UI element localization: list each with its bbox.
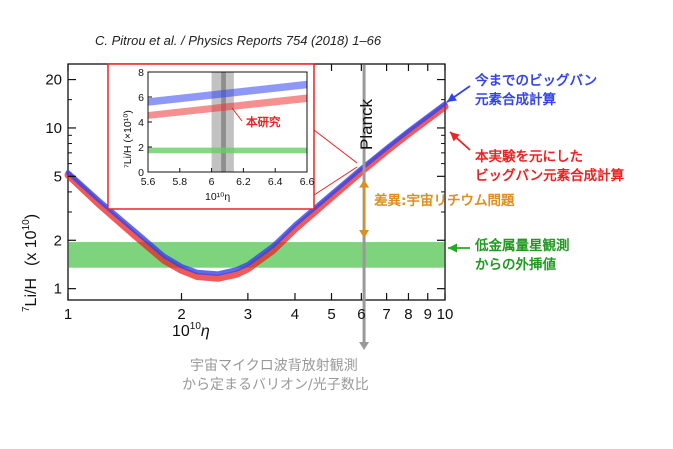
legend-previous-bbn-line: 元素合成計算	[475, 91, 556, 108]
blue-arrow-head	[447, 93, 457, 102]
legend-observation-line: からの外挿値	[475, 256, 556, 273]
inset-x-tick-label: 6	[209, 176, 215, 188]
x-tick-label: 4	[291, 306, 299, 323]
y-tick-label: 1	[54, 281, 62, 298]
discrepancy-label: 差異:宇宙リチウム問題	[374, 192, 515, 209]
planck-caption: 宇宙マイクロ波背放射観測から定まるバリオン/光子数比	[182, 357, 369, 393]
planck-arrowhead	[359, 342, 370, 350]
x-tick-label: 9	[424, 306, 432, 323]
inset-y-tick-label: 4	[138, 117, 144, 129]
series-red-line	[64, 103, 449, 282]
legend-previous-bbn-line: 今までのビッグバン	[475, 72, 597, 89]
planck-caption-line: から定まるバリオン/光子数比	[182, 377, 369, 393]
planck-label: Planck	[357, 98, 376, 150]
curves	[64, 101, 449, 282]
inset-blue-band	[148, 80, 307, 106]
inset-this-work-label: 本研究	[246, 115, 281, 129]
inset-y-tick-label: 2	[138, 142, 144, 154]
discrepancy-arrow-up	[359, 179, 370, 188]
inset-y-tick-label: 6	[138, 92, 144, 104]
y-tick-label: 20	[45, 72, 62, 89]
legend-observation-line: 低金属量星観測	[474, 237, 570, 254]
x-tick-label: 6	[357, 306, 365, 323]
inset-y-tick-label: 8	[138, 67, 144, 79]
discrepancy-arrow-down	[359, 230, 370, 239]
x-tick-label: 3	[244, 306, 252, 323]
inset-x-tick-label: 5.6	[141, 176, 156, 188]
inset-x-tick-label: 6.2	[236, 176, 251, 188]
inset-y-tick-label: 0	[138, 167, 144, 179]
legend-this-work-bbn: 本実験を元にしたビッグバン元素合成計算	[475, 148, 625, 184]
inset-observation-band	[148, 147, 307, 154]
legend-this-work-bbn-line: 本実験を元にした	[475, 148, 583, 165]
x-tick-label: 7	[382, 306, 390, 323]
inset-planck-center	[221, 72, 226, 172]
inset-connector-top	[313, 129, 358, 164]
inset-plot: 5.6 5.8 6 6.2 6.4 6.6 0 2 4 6 8 10¹⁰η ⁷Li/H (×10¹⁰) 本…	[107, 63, 358, 210]
y-tick-label: 10	[45, 120, 62, 137]
inset-x-tick-label: 5.8	[172, 176, 187, 188]
x-tick-label: 8	[404, 306, 412, 323]
green-arrow-head	[448, 243, 457, 253]
legend-this-work-bbn-line: ビッグバン元素合成計算	[475, 167, 625, 184]
inset-red-band	[148, 94, 307, 119]
x-tick-label: 2	[177, 306, 185, 323]
inset-label-pointer	[231, 107, 243, 122]
inset-x-tick-label: 6.4	[268, 176, 283, 188]
x-tick-label: 5	[327, 306, 335, 323]
inset-x-tick-label: 6.6	[300, 176, 315, 188]
legend-previous-bbn: 今までのビッグバン元素合成計算	[475, 72, 597, 108]
x-tick-label: 10	[437, 306, 454, 323]
citation: C. Pitrou et al. / Physics Reports 754 (…	[95, 33, 382, 48]
annotations: 差異:宇宙リチウム問題 今までのビッグバン元素合成計算本実験を元にしたビッグバン元…	[182, 72, 625, 393]
y-tick-label: 5	[54, 168, 62, 185]
red-arrow-head	[450, 132, 460, 142]
inset-connector-bottom	[313, 166, 358, 196]
legend-observation: 低金属量星観測からの外挿値	[474, 237, 570, 273]
series-blue-line	[65, 101, 448, 276]
inset-x-label: 10¹⁰η	[205, 191, 230, 203]
x-axis-label: 1010η	[172, 321, 210, 340]
y-axis-label: 7Li/H(x 1010)	[21, 214, 40, 312]
y-tick-label: 2	[54, 232, 62, 249]
inset-y-label: ⁷Li/H (×10¹⁰)	[122, 110, 134, 168]
planck-caption-line: 宇宙マイクロ波背放射観測	[190, 357, 358, 374]
x-tick-label: 1	[64, 306, 72, 323]
